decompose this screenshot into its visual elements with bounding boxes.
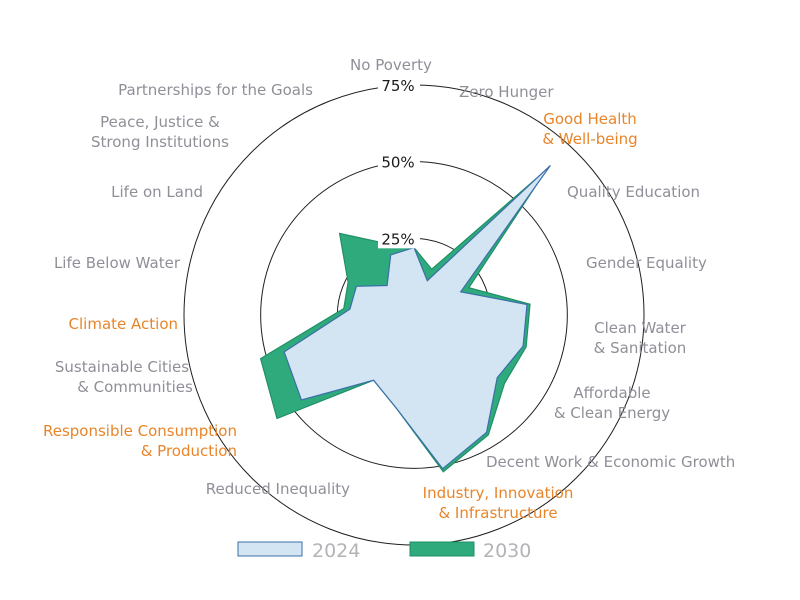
- category-label-partnerships-for-the-goals: Partnerships for the Goals: [118, 81, 313, 99]
- category-label-peace-justice-strong-institutions: Peace, Justice & Strong Institutions: [91, 113, 229, 151]
- legend: 2024 2030: [237, 540, 531, 562]
- category-label-industry-innovation-infrastructure: Industry, Innovation & Infrastructure: [423, 484, 574, 522]
- legend-swatch-2024: [237, 541, 303, 557]
- category-label-reduced-inequality: Reduced Inequality: [206, 480, 350, 498]
- series-area-2024: [283, 164, 551, 470]
- category-label-decent-work-economic-growth: Decent Work & Economic Growth: [486, 453, 735, 471]
- legend-label-2024: 2024: [312, 540, 360, 562]
- category-label-quality-education: Quality Education: [567, 183, 700, 201]
- ring-labels: 25% 50% 75%: [378, 77, 420, 249]
- category-labels: No Poverty Zero Hunger Good Health & Well-b…: [43, 56, 735, 522]
- series-layer: [259, 164, 551, 473]
- legend-swatch-2030: [409, 541, 475, 557]
- category-label-clean-water-sanitation: Clean Water & Sanitation: [594, 319, 687, 357]
- ring-label-50: 50%: [381, 154, 414, 172]
- ring-label-bg-50: [378, 153, 420, 172]
- category-label-life-on-land: Life on Land: [111, 183, 203, 201]
- category-label-climate-action: Climate Action: [69, 315, 178, 333]
- ring-label-bg-75: [378, 77, 420, 95]
- ring-label-25: 25%: [381, 230, 414, 248]
- category-label-affordable-clean-energy: Affordable & Clean Energy: [554, 384, 670, 422]
- category-label-responsible-consumption-production: Responsible Consumption & Production: [43, 422, 237, 460]
- category-label-zero-hunger: Zero Hunger: [459, 83, 554, 101]
- category-label-gender-equality: Gender Equality: [586, 254, 707, 272]
- legend-label-2030: 2030: [483, 540, 531, 562]
- ring-label-75: 75%: [381, 77, 414, 95]
- category-label-sustainable-cities-communities: Sustainable Cities & Communities: [55, 358, 193, 396]
- category-label-good-health-well-being: Good Health & Well-being: [542, 110, 637, 148]
- category-label-no-poverty: No Poverty: [350, 56, 432, 74]
- ring-label-bg-25: [378, 230, 420, 249]
- category-label-life-below-water: Life Below Water: [54, 254, 181, 272]
